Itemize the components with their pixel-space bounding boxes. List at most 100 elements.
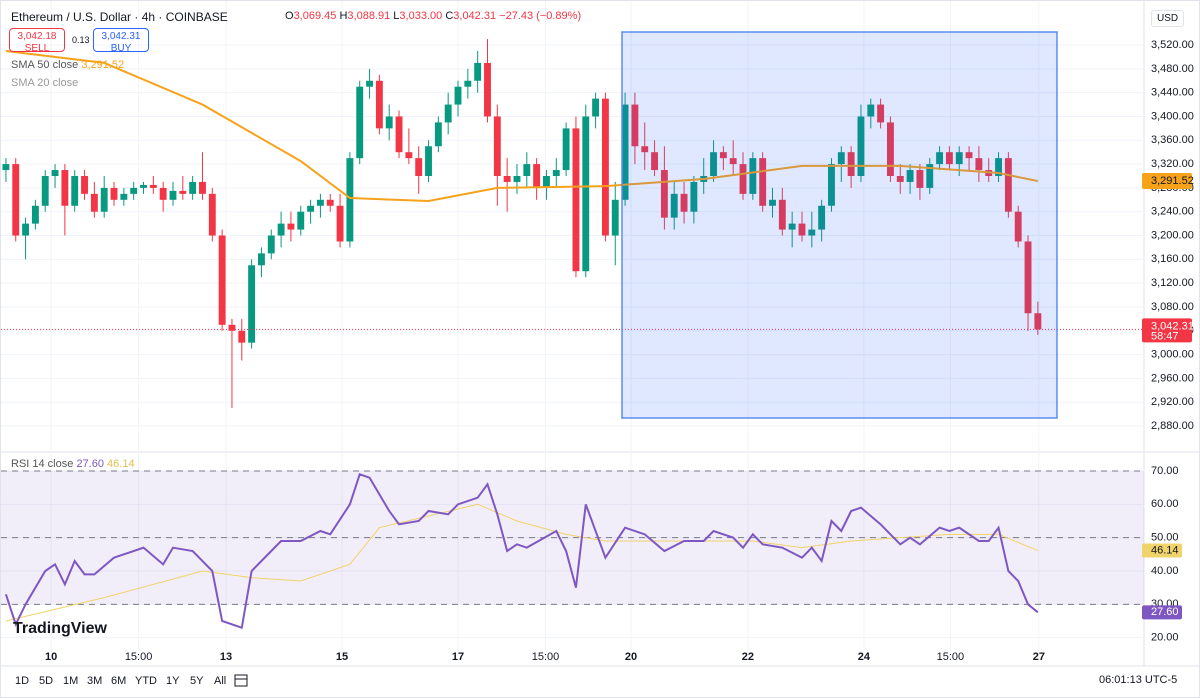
candle-body: [778, 199, 786, 230]
indicator-name: SMA 50 close: [11, 59, 79, 71]
sell-button[interactable]: 3,042.18 SELL: [9, 28, 65, 54]
candle-body: [484, 62, 491, 117]
y-tick-label: 3,520.00: [1151, 39, 1194, 51]
candle-body: [975, 158, 983, 171]
indicator-value: 3,291.52: [81, 59, 125, 71]
candle-body: [140, 184, 147, 188]
candle-body: [828, 164, 835, 206]
ohlc-key: L: [393, 10, 400, 22]
x-tick-label: 15:00: [937, 651, 965, 663]
buy-button[interactable]: 3,042.31 BUY: [93, 28, 149, 54]
candle-body: [611, 199, 619, 236]
candle-body: [847, 152, 855, 176]
candle-body: [670, 193, 678, 218]
range-button[interactable]: 6M: [111, 675, 127, 687]
sma-line: [5, 50, 1039, 203]
candle-body: [474, 62, 482, 81]
candle-body: [307, 205, 315, 212]
candle-body: [710, 152, 717, 176]
candle-body: [297, 211, 305, 230]
candle-body: [906, 170, 914, 182]
candle-body: [375, 80, 383, 129]
candle-body: [425, 146, 432, 176]
rsi-ma-value: 46.14: [107, 458, 135, 470]
candle-body: [415, 158, 423, 176]
candle-body: [346, 158, 354, 242]
rsi-legend[interactable]: RSI 14 close 27.60 46.14: [11, 458, 135, 470]
ohlc-key: O: [285, 10, 294, 22]
range-button[interactable]: 1M: [63, 675, 79, 687]
candle-body: [936, 152, 944, 165]
candle-body: [867, 104, 875, 117]
candle-body: [179, 190, 187, 194]
rsi-badge-label: 27.60: [1151, 606, 1179, 618]
y-tick-label: 2,920.00: [1151, 396, 1194, 408]
candle-body: [788, 223, 796, 230]
candle-body: [955, 152, 963, 165]
candle-body: [995, 158, 1002, 176]
x-tick-label: 24: [858, 651, 871, 663]
range-button[interactable]: 5D: [39, 675, 54, 687]
candle-body: [51, 170, 59, 176]
candle-body: [228, 324, 236, 331]
candle-body: [238, 330, 246, 343]
candle-body: [287, 223, 295, 230]
date-range-icon[interactable]: [231, 671, 251, 691]
rsi-badge: [1142, 543, 1182, 558]
currency[interactable]: USD: [1151, 10, 1185, 27]
candle-body: [454, 86, 462, 105]
y-tick-label: 3,480.00: [1151, 63, 1194, 75]
indicator-legend[interactable]: SMA 20 close: [11, 77, 79, 89]
candle-body: [444, 104, 452, 123]
candle-body: [81, 176, 88, 194]
indicator-legend[interactable]: SMA 50 close 3,291.52: [11, 59, 124, 71]
candle-body: [631, 104, 639, 147]
countdown: 58:47: [1151, 330, 1179, 342]
range-button[interactable]: All: [214, 675, 227, 687]
candle-body: [1024, 241, 1032, 314]
candle-body: [562, 128, 570, 171]
buy-price: 3,042.31: [101, 31, 141, 42]
range-button[interactable]: 3M: [87, 675, 103, 687]
candle-body: [434, 122, 442, 147]
rsi-badge-label: 46.14: [1151, 544, 1179, 556]
candle-body: [877, 104, 885, 123]
candle-body: [798, 223, 806, 236]
candle-body: [886, 122, 894, 176]
range-button[interactable]: YTD: [135, 675, 157, 687]
candle-body: [248, 265, 256, 343]
ohlc-key: C: [445, 10, 454, 22]
y-tick-label: 3,440.00: [1151, 87, 1194, 99]
candle-body: [218, 235, 226, 325]
buy-label: BUY: [110, 43, 132, 54]
candle-body: [749, 158, 757, 194]
range-button[interactable]: 1D: [15, 675, 30, 687]
candle-body: [926, 164, 934, 188]
change: −27.43 (−0.89%): [499, 10, 582, 22]
y-tick-label: 50.00: [1151, 532, 1179, 544]
candle-body: [808, 229, 816, 236]
rectangle-drawing[interactable]: [621, 31, 1058, 419]
candle-body: [729, 158, 737, 165]
ohlc-value: 3,033.00: [399, 10, 443, 22]
ohlc-key: H: [339, 10, 348, 22]
x-tick-label: 27: [1033, 651, 1045, 663]
candle-body: [366, 80, 373, 87]
candle-body: [592, 98, 600, 117]
range-button[interactable]: 1Y: [166, 675, 180, 687]
ohlc-value: 3,042.31: [453, 10, 497, 22]
rsi-line: [4, 473, 1039, 629]
candle-body: [169, 190, 177, 200]
symbol-title[interactable]: Ethereum / U.S. Dollar · 4h · COINBASE: [11, 10, 228, 24]
candle-body: [31, 205, 39, 224]
range-button[interactable]: 5Y: [190, 675, 204, 687]
x-tick-label: 15:00: [125, 651, 153, 663]
candle-body: [857, 116, 865, 176]
candle-body: [110, 187, 118, 200]
y-tick-label: 3,360.00: [1151, 134, 1194, 146]
y-tick-label: 20.00: [1151, 632, 1179, 644]
candle-body: [533, 164, 541, 188]
candle-body: [601, 98, 609, 236]
candle-body: [120, 193, 128, 200]
candle-body: [208, 193, 216, 236]
